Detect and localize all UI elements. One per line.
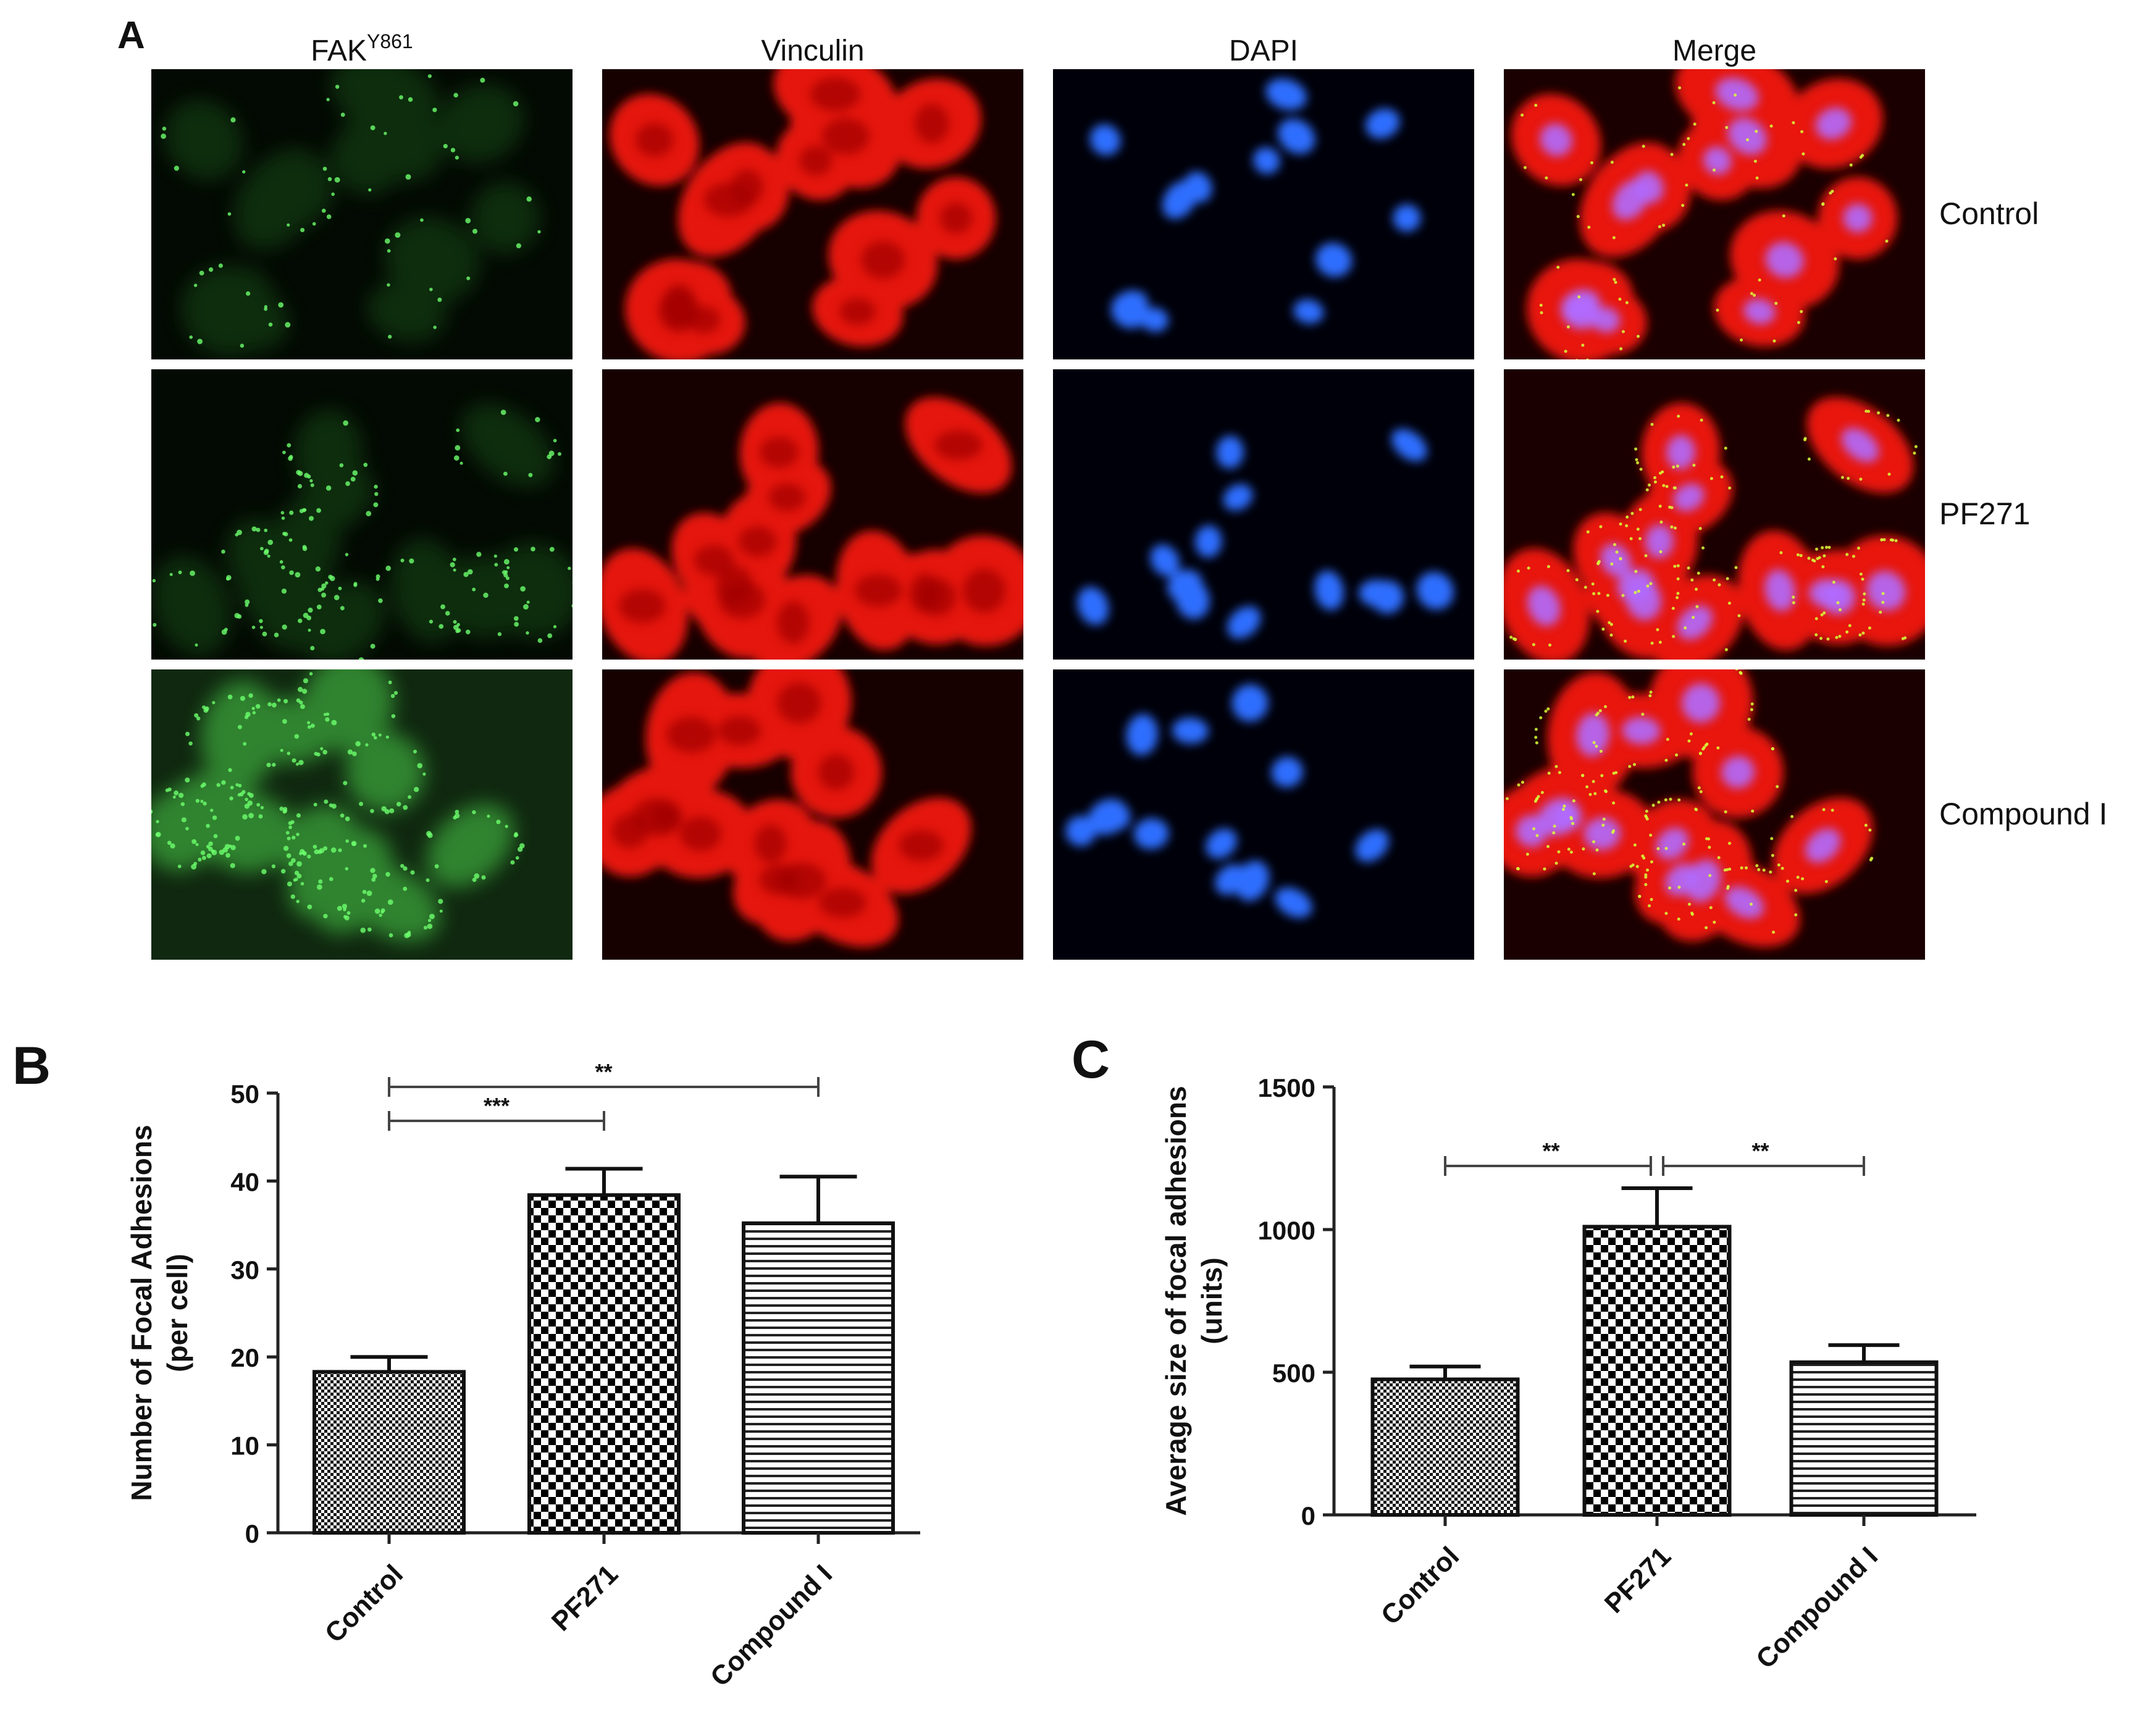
bar xyxy=(1789,1360,1939,1517)
significance-label: ** xyxy=(595,1059,612,1084)
column-header: FAKY861 xyxy=(311,30,413,67)
micrograph-panel xyxy=(602,69,1023,359)
micrograph-panel xyxy=(1504,69,1925,359)
y-axis-label: Number of Focal Adhesions (per cell) xyxy=(125,1125,193,1501)
micrograph-panel xyxy=(151,669,573,960)
y-axis-label-line1: Average size of focal adhesions xyxy=(1160,1086,1192,1515)
column-header: DAPI xyxy=(1229,35,1298,67)
x-tick-label: Compound I xyxy=(1750,1541,1884,1674)
significance-label: ** xyxy=(1751,1138,1769,1163)
panel-a-micrograph-grid xyxy=(151,69,1925,960)
x-tick-label: Control xyxy=(1375,1541,1465,1630)
micrograph-panel xyxy=(602,669,1023,960)
y-axis-label-line1: Number of Focal Adhesions xyxy=(125,1125,157,1501)
x-tick-label: Compound I xyxy=(705,1559,838,1692)
column-header: Merge xyxy=(1672,35,1756,67)
panel-a-row-labels: Control PF271 Compound I xyxy=(1939,196,2107,831)
row-label: Control xyxy=(1939,196,2039,231)
y-tick-label: 1500 xyxy=(1258,1073,1315,1102)
row-label: PF271 xyxy=(1939,497,2030,531)
x-tick-label: PF271 xyxy=(546,1559,624,1637)
panel-letter: C xyxy=(1072,1030,1110,1089)
y-tick-label: 1000 xyxy=(1258,1216,1315,1245)
column-header-superscript: Y861 xyxy=(367,30,413,52)
y-tick-label: 20 xyxy=(230,1343,259,1372)
y-axis-label: Average size of focal adhesions (units) xyxy=(1160,1086,1228,1515)
column-header-main: Vinculin xyxy=(761,35,864,67)
column-header-main: DAPI xyxy=(1229,35,1298,67)
micrograph-panel xyxy=(151,69,573,359)
significance-label: *** xyxy=(484,1093,510,1118)
micrograph-panel xyxy=(1053,69,1474,359)
y-tick-label: 30 xyxy=(230,1256,259,1285)
bar xyxy=(742,1221,895,1535)
y-tick-label: 0 xyxy=(245,1519,259,1548)
panel-b-chart: B 0 10 20 30 40 50 Number of Focal Adhesions (pe… xyxy=(12,1036,920,1693)
bar xyxy=(1370,1377,1520,1517)
panel-a-letter: A xyxy=(117,14,145,57)
row-label: Compound I xyxy=(1939,797,2107,831)
micrograph-panel xyxy=(1053,369,1474,660)
panel-c-chart: C 0 500 1000 1500 Average size of focal adhes… xyxy=(1072,1030,1976,1675)
panel-letter: B xyxy=(12,1036,51,1096)
column-header-main: FAK xyxy=(311,35,367,67)
micrograph-panel xyxy=(1504,669,1925,960)
x-tick-label: Control xyxy=(319,1559,409,1648)
micrograph-panel xyxy=(602,369,1023,660)
y-tick-label: 10 xyxy=(230,1432,259,1461)
y-axis-label-line2: (units) xyxy=(1196,1257,1228,1344)
micrograph-panel xyxy=(1053,669,1474,960)
y-tick-label: 50 xyxy=(230,1079,259,1109)
significance-label: ** xyxy=(1542,1138,1559,1163)
y-axis-label-line2: (per cell) xyxy=(161,1254,193,1372)
x-tick-label: PF271 xyxy=(1599,1541,1677,1619)
micrograph-panel xyxy=(1504,369,1925,660)
column-header: Vinculin xyxy=(761,35,864,67)
bar xyxy=(527,1193,681,1535)
bar xyxy=(312,1370,466,1535)
bar xyxy=(1582,1225,1732,1517)
panel-a-column-headers: FAKY861 Vinculin DAPI Merge xyxy=(311,30,1756,67)
micrograph-panel xyxy=(151,369,573,660)
y-tick-label: 0 xyxy=(1301,1501,1315,1530)
column-header-main: Merge xyxy=(1672,35,1756,67)
y-tick-label: 40 xyxy=(230,1167,259,1196)
y-tick-label: 500 xyxy=(1272,1359,1315,1388)
